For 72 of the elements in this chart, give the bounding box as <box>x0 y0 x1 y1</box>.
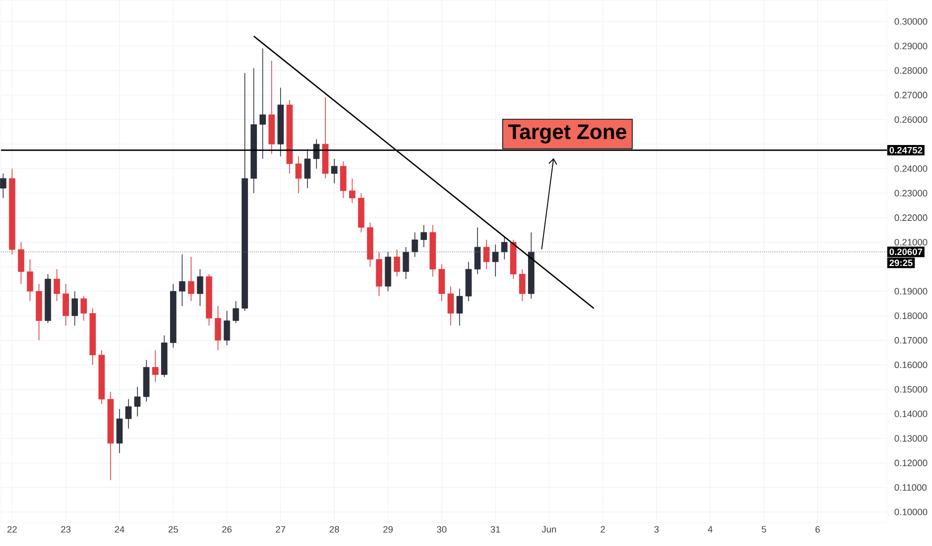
x-tick-label: 30 <box>436 526 446 533</box>
candlestick <box>0 173 6 199</box>
candlestick <box>18 242 24 284</box>
x-tick-label: 29 <box>383 526 393 533</box>
x-tick-label: 23 <box>61 526 71 533</box>
candlestick <box>62 284 69 326</box>
y-tick-label: 0.13000 <box>894 435 928 442</box>
candlestick <box>304 148 311 189</box>
x-tick-label: 3 <box>654 526 659 533</box>
ref-line-label: 0.24752 <box>890 147 922 154</box>
x-tick-label: 25 <box>168 526 178 533</box>
y-tick-label: 0.14000 <box>894 410 928 418</box>
y-tick-label: 0.29000 <box>894 42 928 50</box>
y-tick-label: 0.21000 <box>894 239 928 246</box>
candlestick <box>412 232 418 258</box>
y-tick-label: 0.12000 <box>894 460 928 466</box>
y-tick-label: 0.16000 <box>894 362 928 368</box>
candlestick <box>501 237 508 260</box>
candlestick <box>224 310 230 346</box>
candlestick <box>214 306 222 351</box>
y-tick-label: 0.24000 <box>894 166 928 172</box>
candlestick <box>402 246 410 280</box>
candlestick <box>196 268 204 307</box>
y-tick-label: 0.26000 <box>894 116 928 124</box>
y-tick-label: 0.19000 <box>894 288 928 295</box>
candlestick <box>232 300 240 324</box>
candlestick <box>188 256 194 302</box>
candlestick <box>134 386 141 417</box>
candlestick <box>80 296 87 322</box>
candlestick <box>331 158 338 184</box>
candlestick <box>519 268 526 302</box>
y-tick-label: 0.28000 <box>894 67 928 74</box>
x-tick-label: 31 <box>490 526 500 533</box>
candlestick <box>260 48 266 160</box>
ref-line-label: 0.20607 <box>890 248 922 256</box>
candlestick <box>474 227 481 275</box>
x-tick-label: 22 <box>7 526 17 533</box>
x-tick-label: 2 <box>600 526 605 533</box>
x-tick-label: 27 <box>276 526 286 533</box>
x-tick-label: 28 <box>330 526 340 533</box>
text: 29:25 <box>890 260 913 266</box>
candlestick <box>179 254 186 307</box>
candlestick <box>420 224 427 248</box>
y-tick-label: 0.22000 <box>894 214 928 222</box>
candlestick <box>313 139 320 170</box>
candlestick <box>394 249 400 278</box>
candlestick <box>152 350 158 383</box>
x-tick-label: 4 <box>708 526 713 533</box>
candlestick <box>54 268 60 302</box>
y-tick-label: 0.18000 <box>894 312 928 320</box>
candlestick <box>26 259 34 302</box>
x-tick-label: Jun <box>542 526 556 533</box>
candlestick <box>295 156 302 194</box>
x-tick-label: 6 <box>816 526 820 533</box>
y-tick-label: 0.11000 <box>894 484 927 491</box>
x-tick-label: 26 <box>222 526 232 533</box>
candlestick <box>492 244 499 278</box>
y-tick-label: 0.10000 <box>894 508 928 516</box>
candlestick <box>456 288 463 326</box>
annotation: Target Zone <box>508 124 626 144</box>
y-tick-label: 0.23000 <box>894 190 928 197</box>
candlestick <box>125 398 132 430</box>
y-tick-label: 0.30000 <box>894 18 928 25</box>
candlestick <box>72 291 78 326</box>
y-tick-label: 0.27000 <box>894 92 928 99</box>
candlestick <box>483 240 490 270</box>
candlestick <box>448 286 454 326</box>
x-tick-label: 5 <box>762 526 766 533</box>
y-tick-label: 0.17000 <box>894 337 928 344</box>
x-tick-label: 24 <box>114 526 124 533</box>
y-tick-label: 0.15000 <box>894 386 928 393</box>
candlestick <box>349 178 356 204</box>
